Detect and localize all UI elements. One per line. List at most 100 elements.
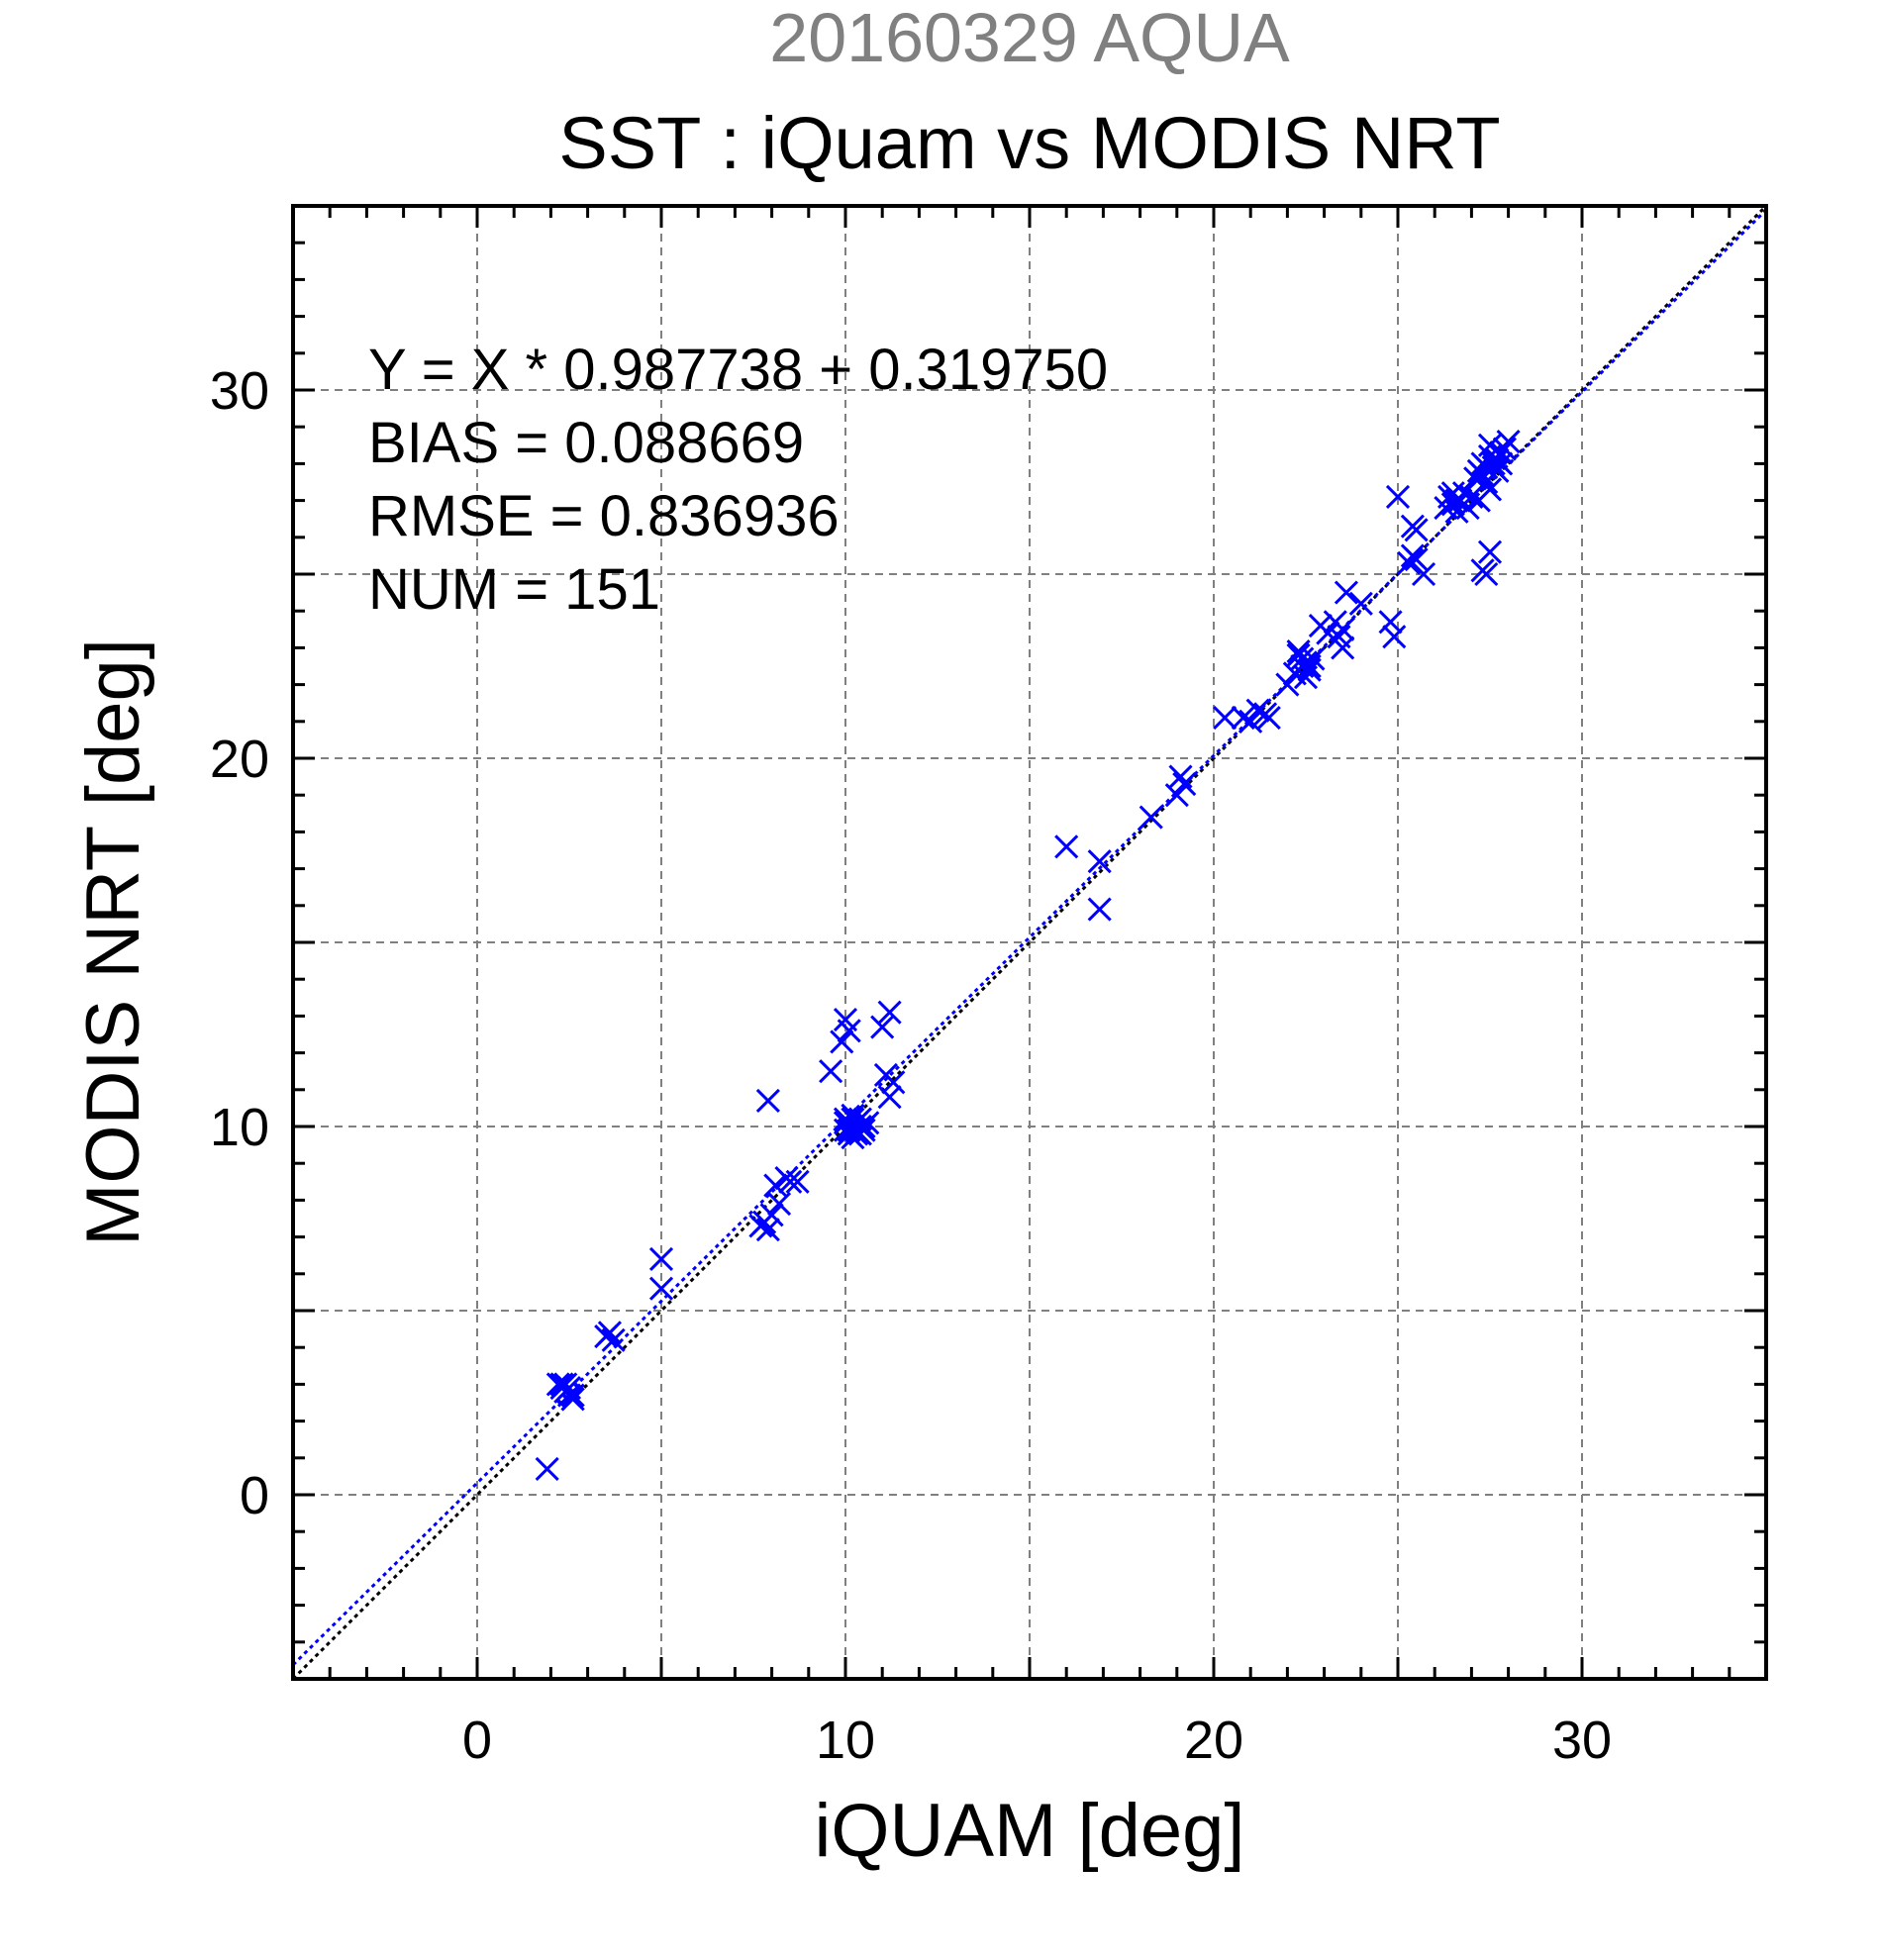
data-point xyxy=(1301,646,1326,671)
data-point xyxy=(597,1321,622,1345)
data-point xyxy=(1444,488,1469,513)
tick-labels: 0 10 20 30 0 10 20 30 xyxy=(210,361,1612,1770)
stats-equation: Y = X * 0.987738 + 0.319750 xyxy=(368,338,1108,402)
x-tick-label: 20 xyxy=(1184,1711,1243,1770)
data-point xyxy=(648,1246,674,1271)
data-point xyxy=(870,1015,895,1039)
data-point-stroke xyxy=(1327,625,1351,649)
data-point xyxy=(648,1276,674,1301)
data-point xyxy=(785,1169,810,1194)
data-point-stroke xyxy=(1238,709,1263,734)
data-point xyxy=(819,1059,843,1084)
y-tick-label: 10 xyxy=(210,1098,269,1157)
stats-box: Y = X * 0.987738 + 0.319750 BIAS = 0.088… xyxy=(368,338,1108,622)
data-point xyxy=(833,1118,858,1142)
data-point-stroke xyxy=(1474,561,1499,587)
data-point-stroke xyxy=(1492,437,1517,461)
data-point-stroke xyxy=(648,1246,674,1271)
data-point-stroke xyxy=(1404,547,1429,572)
data-point xyxy=(841,1118,865,1142)
data-point xyxy=(560,1383,585,1408)
data-point-stroke xyxy=(1382,625,1407,649)
data-point-stroke xyxy=(837,1019,861,1043)
stats-num: NUM = 151 xyxy=(368,557,660,622)
data-point xyxy=(1440,481,1465,506)
data-point xyxy=(830,1029,854,1054)
x-tick-label: 30 xyxy=(1552,1711,1612,1770)
data-point-stroke xyxy=(841,1118,865,1142)
data-point xyxy=(766,1192,792,1217)
data-point-stroke xyxy=(1496,430,1521,454)
data-point-stroke xyxy=(535,1456,559,1482)
data-point-stroke xyxy=(1348,591,1373,616)
data-point-stroke xyxy=(1331,617,1355,641)
data-point-stroke xyxy=(819,1059,843,1084)
data-points xyxy=(535,430,1521,1482)
data-point xyxy=(1213,706,1238,731)
data-point-stroke xyxy=(1411,561,1436,587)
data-point-stroke xyxy=(833,1118,858,1142)
data-point xyxy=(1245,698,1270,723)
data-point xyxy=(877,1000,902,1025)
y-tick-label: 30 xyxy=(210,361,269,421)
data-point-stroke xyxy=(1168,764,1193,789)
data-point xyxy=(877,1085,902,1110)
data-point-stroke xyxy=(1138,805,1163,830)
data-point-stroke xyxy=(1331,636,1355,660)
plot-frame xyxy=(291,204,1768,1681)
stats-bias: BIAS = 0.088669 xyxy=(368,411,804,475)
data-point-stroke xyxy=(766,1192,792,1217)
x-tick-label: 0 xyxy=(462,1711,492,1770)
data-point xyxy=(1489,451,1514,476)
data-point-stroke xyxy=(841,1107,865,1131)
data-point-stroke xyxy=(601,1327,626,1352)
chart-super-title: 20160329 AQUA xyxy=(769,0,1290,76)
data-point xyxy=(1331,617,1355,641)
data-point-stroke xyxy=(1275,672,1300,697)
y-tick-label: 20 xyxy=(210,730,269,789)
data-point xyxy=(1331,636,1355,660)
data-point xyxy=(881,1070,906,1095)
data-point-stroke xyxy=(1477,433,1503,457)
data-point xyxy=(1378,610,1403,635)
data-point xyxy=(1485,458,1510,483)
data-point-stroke xyxy=(1378,610,1403,635)
data-point xyxy=(1477,433,1503,457)
chart-title: SST : iQuam vs MODIS NRT xyxy=(558,102,1500,184)
data-point xyxy=(1382,625,1407,649)
data-point xyxy=(1385,484,1411,509)
data-point-stroke xyxy=(755,1218,780,1242)
data-point-stroke xyxy=(597,1321,622,1345)
data-point xyxy=(1231,706,1255,731)
y-tick-label: 0 xyxy=(240,1466,269,1525)
data-point xyxy=(535,1456,559,1482)
data-point-stroke xyxy=(1164,783,1189,808)
data-point xyxy=(755,1218,780,1242)
data-point-stroke xyxy=(830,1029,854,1054)
data-point-stroke xyxy=(1477,477,1503,502)
y-axis-label: MODIS NRT [deg] xyxy=(71,638,155,1246)
data-point-stroke xyxy=(847,1122,872,1146)
data-point xyxy=(1474,561,1499,587)
data-point xyxy=(763,1173,788,1198)
data-point-stroke xyxy=(1253,702,1278,727)
data-point xyxy=(1404,547,1429,572)
data-point xyxy=(847,1122,872,1146)
data-point xyxy=(1238,709,1263,734)
data-point xyxy=(1164,783,1189,808)
data-point-stroke xyxy=(833,1008,858,1032)
data-point-stroke xyxy=(1245,698,1270,723)
data-point-stroke xyxy=(778,1169,803,1194)
data-point xyxy=(1054,834,1079,859)
x-axis-label: iQUAM [deg] xyxy=(814,1789,1244,1873)
data-point-stroke xyxy=(1489,451,1514,476)
data-point-stroke xyxy=(1286,639,1311,664)
data-point-stroke xyxy=(877,1000,902,1025)
data-point xyxy=(1411,561,1436,587)
data-point xyxy=(1496,430,1521,454)
data-point xyxy=(755,1088,780,1114)
regression-lines xyxy=(291,204,1768,1681)
data-point-stroke xyxy=(881,1070,906,1095)
data-point-stroke xyxy=(1301,646,1326,671)
data-point xyxy=(1492,437,1517,461)
